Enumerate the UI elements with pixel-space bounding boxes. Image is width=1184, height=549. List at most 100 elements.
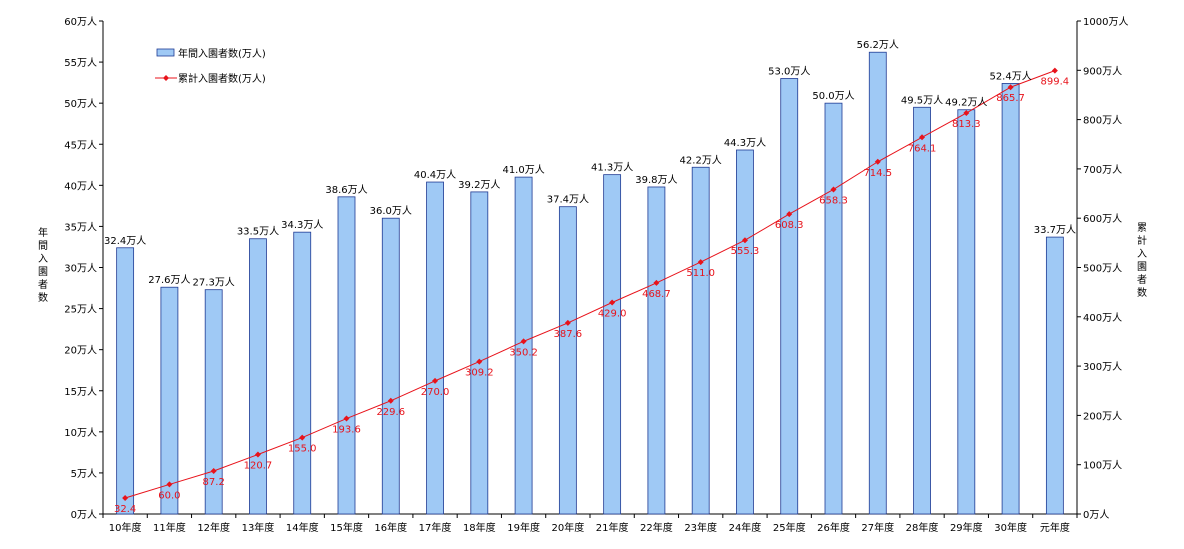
- cumulative-value-label: 309.2: [465, 368, 494, 379]
- right-tick-label: 400万人: [1083, 312, 1122, 324]
- right-tick-label: 900万人: [1083, 65, 1122, 77]
- left-tick-label: 45万人: [64, 139, 97, 151]
- cumulative-value-label: 32.4: [114, 504, 136, 515]
- x-tick-label: 22年度: [640, 521, 673, 534]
- bar-value-label: 50.0万人: [812, 90, 854, 102]
- left-tick-label: 15万人: [64, 386, 97, 398]
- cumulative-value-label: 429.0: [598, 309, 627, 320]
- bar: [558, 206, 577, 515]
- line-point: [653, 279, 660, 286]
- x-tick-label: 30年度: [994, 521, 1027, 534]
- x-tick-label: 11年度: [153, 521, 186, 534]
- line-point: [299, 434, 306, 441]
- cumulative-value-label: 865.7: [996, 93, 1025, 104]
- line-point: [520, 338, 527, 345]
- bar: [780, 78, 799, 515]
- bar: [426, 181, 444, 515]
- cumulative-value-label: 764.1: [908, 143, 937, 154]
- x-tick-label: 25年度: [773, 521, 806, 534]
- bar-value-label: 36.0万人: [370, 205, 412, 217]
- right-tick-label: 0万人: [1083, 509, 1109, 521]
- bar-value-label: 44.3万人: [724, 137, 766, 149]
- line-point: [387, 397, 394, 404]
- cumulative-value-label: 658.3: [819, 195, 848, 206]
- line-point: [564, 319, 571, 326]
- bar-value-label: 27.6万人: [148, 274, 190, 286]
- x-tick-label: 20年度: [551, 521, 584, 534]
- cumulative-value-label: 608.3: [775, 220, 804, 231]
- bar-value-label: 32.4万人: [104, 235, 146, 247]
- x-tick-label: 19年度: [507, 521, 540, 534]
- legend-line-label: 累計入園者数(万人): [178, 72, 266, 85]
- left-tick-label: 55万人: [64, 57, 97, 69]
- bar-value-label: 40.4万人: [414, 169, 456, 181]
- left-tick-label: 25万人: [64, 304, 97, 316]
- cumulative-value-label: 511.0: [686, 268, 715, 279]
- bar-value-label: 56.2万人: [857, 39, 899, 51]
- line-point: [254, 451, 261, 458]
- left-tick-label: 40万人: [64, 180, 97, 192]
- bar: [116, 247, 135, 515]
- bar: [1001, 83, 1020, 515]
- legend-line-marker: [163, 75, 169, 81]
- left-axis-title: 年間入園者数: [38, 226, 48, 304]
- cumulative-value-label: 899.4: [1041, 77, 1070, 88]
- chart-axes: 0万人 5万人 10万人 15万人 20万人 25万人 30万人 35万人 40万人 45万人 50…: [64, 16, 1128, 534]
- x-tick-label: 10年度: [109, 521, 142, 534]
- left-tick-label: 60万人: [64, 16, 97, 28]
- line-point: [1051, 67, 1058, 74]
- line-point: [476, 358, 483, 365]
- cumulative-value-label: 270.0: [421, 387, 450, 398]
- line-series: [122, 67, 1058, 502]
- cumulative-line: [124, 70, 1056, 499]
- bar: [691, 166, 710, 515]
- left-tick-label: 0万人: [71, 509, 97, 521]
- bar-value-label: 34.3万人: [281, 219, 323, 231]
- bar: [913, 106, 931, 515]
- x-tick-label: 24年度: [729, 521, 762, 534]
- bar: [204, 289, 223, 515]
- bar-value-label: 39.8万人: [635, 174, 677, 186]
- bar-series: [116, 51, 1064, 515]
- line-point: [432, 377, 439, 384]
- left-tick-label: 50万人: [64, 98, 97, 110]
- bar: [736, 149, 754, 515]
- left-tick-label: 10万人: [64, 427, 97, 439]
- cumulative-value-label: 155.0: [288, 444, 317, 455]
- bar-value-label: 49.2万人: [945, 97, 987, 109]
- cumulative-value-label: 813.3: [952, 119, 981, 130]
- line-point: [343, 415, 350, 422]
- line-point: [830, 186, 837, 193]
- left-tick-label: 20万人: [64, 345, 97, 357]
- bar-value-label: 37.4万人: [547, 194, 589, 206]
- line-point: [166, 481, 173, 488]
- bar: [824, 102, 843, 515]
- x-tick-label: 16年度: [374, 521, 407, 534]
- cumulative-value-label: 350.2: [509, 347, 538, 358]
- line-point: [963, 110, 970, 117]
- bar-value-label: 33.5万人: [237, 226, 279, 238]
- bar: [160, 286, 179, 515]
- cumulative-value-label: 120.7: [244, 460, 273, 471]
- bar-value-label: 41.3万人: [591, 162, 633, 174]
- bar-value-label: 52.4万人: [989, 70, 1031, 82]
- cumulative-value-label: 468.7: [642, 289, 671, 300]
- bar: [470, 191, 489, 515]
- legend-bar-label: 年間入園者数(万人): [178, 47, 266, 60]
- bar: [868, 51, 887, 515]
- line-point: [697, 259, 704, 266]
- bar: [603, 174, 622, 515]
- cumulative-value-label: 87.2: [203, 477, 225, 488]
- cumulative-value-label: 193.6: [332, 425, 361, 436]
- line-point: [609, 299, 616, 306]
- bar: [293, 231, 312, 515]
- line-point: [786, 211, 793, 218]
- bar-value-label: 49.5万人: [901, 94, 943, 106]
- cumulative-value-label: 714.5: [863, 168, 892, 179]
- right-tick-label: 700万人: [1083, 164, 1122, 176]
- bar-value-label: 41.0万人: [502, 164, 544, 176]
- x-tick-label: 27年度: [861, 521, 894, 534]
- x-tick-label: 14年度: [286, 521, 319, 534]
- line-point: [741, 237, 748, 244]
